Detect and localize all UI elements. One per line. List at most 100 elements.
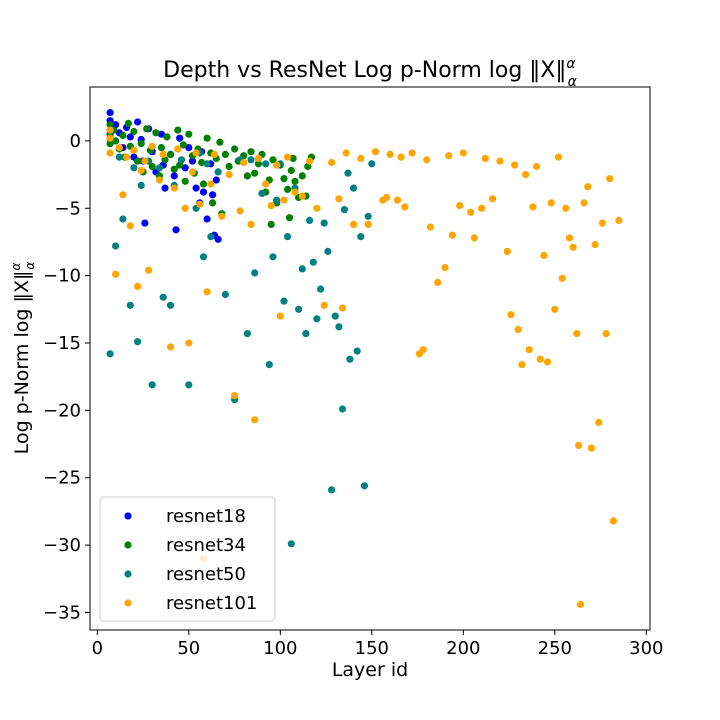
data-point-resnet101-25 bbox=[203, 288, 211, 296]
data-point-resnet101-73 bbox=[470, 234, 478, 242]
data-point-resnet101-17 bbox=[170, 184, 178, 192]
data-point-resnet50-34 bbox=[280, 297, 288, 305]
data-point-resnet101-44 bbox=[306, 157, 314, 165]
data-point-resnet34-57 bbox=[284, 185, 292, 193]
data-point-resnet101-0 bbox=[106, 126, 114, 134]
data-point-resnet50-57 bbox=[360, 482, 369, 490]
data-point-resnet101-30 bbox=[231, 392, 239, 400]
data-point-resnet101-64 bbox=[423, 156, 431, 164]
data-point-resnet101-23 bbox=[196, 200, 204, 208]
data-point-resnet50-18 bbox=[199, 253, 208, 261]
data-point-resnet50-58 bbox=[364, 212, 372, 220]
data-point-resnet18-0 bbox=[106, 109, 114, 117]
data-point-resnet18-30 bbox=[199, 188, 208, 196]
chart-title-sub: α bbox=[568, 74, 578, 90]
data-point-resnet18-4 bbox=[112, 121, 120, 129]
data-point-resnet50-28 bbox=[258, 189, 266, 197]
x-axis-ticks: 0 50 100 150 200 250 300 bbox=[92, 630, 664, 659]
data-point-resnet101-18 bbox=[174, 145, 182, 153]
data-point-resnet101-9 bbox=[134, 282, 142, 290]
data-point-resnet101-43 bbox=[298, 192, 306, 200]
data-point-resnet101-60 bbox=[401, 203, 409, 211]
data-point-resnet101-47 bbox=[328, 158, 336, 167]
data-point-resnet101-93 bbox=[558, 274, 566, 282]
data-point-resnet34-10 bbox=[130, 127, 138, 136]
data-point-resnet18-8 bbox=[126, 133, 134, 141]
legend-marker-resnet50 bbox=[124, 570, 132, 578]
data-point-resnet101-61 bbox=[408, 149, 416, 157]
data-point-resnet50-0 bbox=[106, 350, 114, 358]
x-tick-label: 50 bbox=[177, 638, 200, 659]
data-point-resnet34-45 bbox=[243, 172, 251, 180]
data-point-resnet101-27 bbox=[210, 150, 218, 158]
data-point-resnet101-41 bbox=[284, 153, 292, 161]
data-point-resnet50-45 bbox=[320, 219, 328, 227]
data-point-resnet50-15 bbox=[185, 381, 193, 389]
data-point-resnet34-2 bbox=[106, 140, 114, 148]
data-point-resnet34-52 bbox=[267, 220, 275, 228]
data-point-resnet101-106 bbox=[602, 330, 610, 338]
data-point-resnet101-31 bbox=[236, 207, 244, 215]
data-point-resnet18-10 bbox=[134, 118, 142, 126]
data-point-resnet50-44 bbox=[317, 285, 325, 293]
data-point-resnet34-47 bbox=[251, 169, 259, 177]
data-point-resnet50-40 bbox=[302, 330, 310, 338]
data-point-resnet101-82 bbox=[518, 361, 526, 369]
data-point-resnet50-2 bbox=[115, 153, 123, 161]
data-point-resnet50-27 bbox=[251, 269, 259, 277]
data-point-resnet50-7 bbox=[137, 181, 145, 189]
data-point-resnet34-32 bbox=[198, 158, 206, 167]
y-tick-label: −10 bbox=[43, 266, 81, 287]
data-point-resnet34-33 bbox=[199, 180, 208, 188]
data-point-resnet101-102 bbox=[587, 444, 596, 452]
data-point-resnet101-100 bbox=[580, 199, 588, 207]
data-point-resnet101-89 bbox=[543, 358, 552, 366]
data-point-resnet101-28 bbox=[218, 212, 226, 220]
data-point-resnet50-6 bbox=[134, 338, 142, 346]
data-point-resnet101-49 bbox=[338, 304, 347, 312]
data-point-resnet18-36 bbox=[214, 235, 222, 243]
data-point-resnet34-53 bbox=[269, 156, 277, 164]
legend-items: resnet18 resnet34 resnet50 resnet101 bbox=[124, 506, 257, 614]
data-point-resnet34-16 bbox=[148, 162, 156, 171]
data-point-resnet50-32 bbox=[273, 196, 281, 204]
data-point-resnet34-34 bbox=[203, 134, 211, 142]
data-point-resnet101-20 bbox=[185, 339, 193, 347]
y-tick-label: −20 bbox=[43, 400, 81, 421]
data-point-resnet50-19 bbox=[203, 160, 211, 168]
data-point-resnet34-42 bbox=[231, 145, 239, 153]
data-point-resnet101-91 bbox=[551, 305, 559, 313]
data-point-resnet101-19 bbox=[181, 204, 189, 212]
data-point-resnet101-72 bbox=[467, 208, 475, 216]
data-point-resnet34-14 bbox=[143, 125, 151, 133]
data-point-resnet50-11 bbox=[159, 293, 167, 301]
data-point-resnet101-21 bbox=[188, 168, 197, 176]
data-point-resnet50-3 bbox=[119, 215, 127, 223]
y-tick-label: −5 bbox=[54, 198, 81, 219]
data-point-resnet101-34 bbox=[251, 416, 259, 424]
data-point-resnet101-33 bbox=[247, 220, 255, 228]
data-point-resnet50-1 bbox=[112, 242, 120, 250]
data-point-resnet101-57 bbox=[386, 150, 394, 158]
data-point-resnet101-42 bbox=[291, 188, 299, 196]
y-axis-label-sup: α bbox=[9, 263, 23, 271]
data-point-resnet34-48 bbox=[254, 160, 262, 168]
data-point-resnet50-41 bbox=[306, 216, 314, 224]
data-point-resnet34-22 bbox=[166, 150, 175, 158]
data-point-resnet34-26 bbox=[179, 141, 187, 149]
data-point-resnet101-53 bbox=[364, 220, 372, 228]
data-point-resnet50-50 bbox=[338, 405, 347, 413]
data-point-resnet34-36 bbox=[209, 199, 217, 207]
data-point-resnet50-48 bbox=[331, 312, 339, 320]
data-point-resnet34-21 bbox=[163, 133, 171, 141]
data-point-resnet101-15 bbox=[159, 150, 167, 158]
data-point-resnet50-38 bbox=[295, 305, 303, 313]
data-point-resnet50-39 bbox=[298, 265, 306, 273]
x-tick-label: 200 bbox=[446, 638, 480, 659]
data-point-resnet34-0 bbox=[106, 121, 114, 129]
data-point-resnet101-1 bbox=[106, 134, 114, 142]
data-point-resnet101-12 bbox=[145, 266, 153, 274]
legend-marker-resnet18 bbox=[124, 512, 132, 520]
data-point-resnet34-17 bbox=[152, 129, 160, 137]
